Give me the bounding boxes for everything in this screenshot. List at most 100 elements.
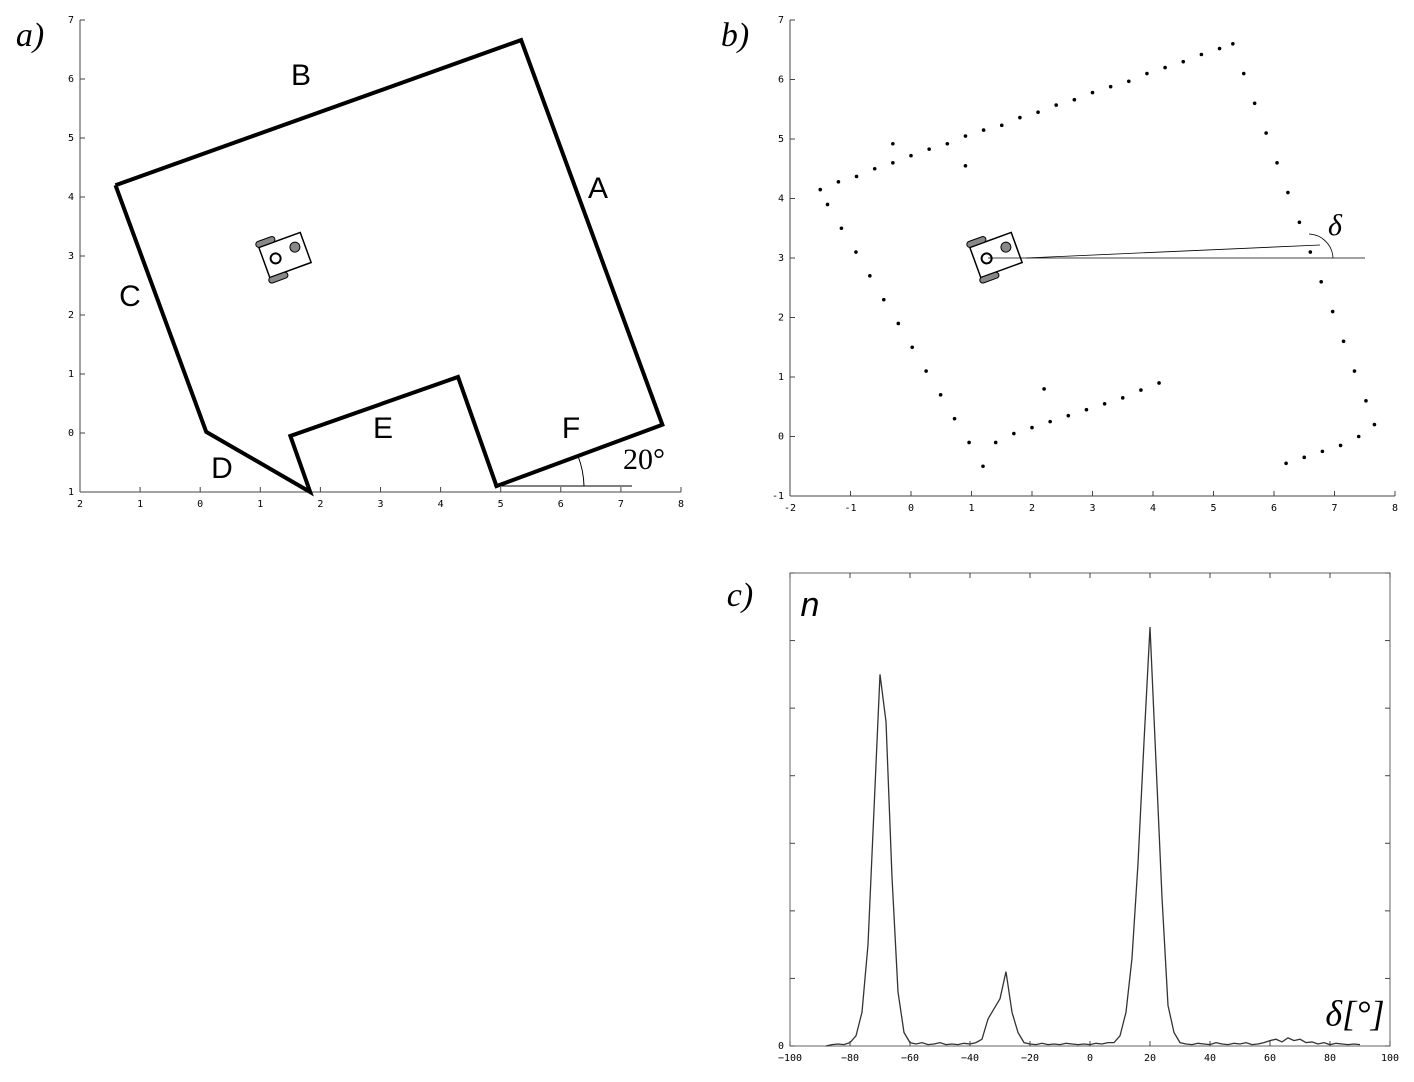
scatter-point — [1042, 387, 1046, 391]
scatter-point — [1036, 110, 1040, 115]
annotation: δ — [1328, 209, 1343, 242]
scatter-point — [1217, 46, 1222, 51]
y-tick-label: 0 — [778, 432, 784, 443]
scatter-point — [981, 128, 986, 132]
scatter-point — [952, 416, 957, 421]
scatter-point — [981, 464, 985, 469]
scatter-point — [1284, 461, 1288, 466]
scatter-point — [924, 369, 928, 373]
x-tick-label: 100 — [1381, 1053, 1399, 1064]
plot-frame — [789, 572, 1391, 1047]
annotation: F — [562, 412, 580, 445]
robot-wheel — [268, 271, 289, 284]
scatter-point — [1364, 399, 1368, 403]
x-tick-label: −80 — [841, 1053, 859, 1064]
scatter-point — [1241, 71, 1246, 76]
scatter-point — [927, 147, 931, 151]
scatter-point — [945, 141, 950, 146]
scatter-point — [868, 274, 872, 278]
x-tick-label: 0 — [1087, 1053, 1093, 1064]
y-tick-label: 4 — [778, 194, 784, 205]
scatter-point — [818, 187, 823, 192]
x-tick-label: 1 — [968, 503, 974, 514]
x-tick-label: 8 — [1392, 503, 1398, 514]
x-tick-label: 80 — [1324, 1053, 1336, 1064]
scatter-point — [1108, 84, 1113, 89]
scatter-point — [1264, 131, 1268, 135]
scatter-point — [1297, 220, 1302, 225]
x-tick-label: 0 — [197, 499, 203, 510]
x-tick-label: 1 — [257, 499, 263, 510]
y-tick-label: 7 — [68, 15, 74, 26]
y-axis-label: n — [801, 586, 820, 624]
y-tick-label: 2 — [778, 313, 784, 324]
panel-label: a) — [16, 17, 44, 54]
scatter-point — [1302, 455, 1307, 460]
scatter-point — [999, 123, 1004, 128]
x-tick-label: 60 — [1264, 1053, 1276, 1064]
scatter-point — [1084, 407, 1089, 412]
y-tick-label: 1 — [68, 487, 74, 498]
y-tick-label: 5 — [68, 133, 74, 144]
y-tick-label: 2 — [68, 310, 74, 321]
scatter-point — [1018, 115, 1022, 120]
panel-label: b) — [721, 17, 749, 54]
x-tick-label: 3 — [1089, 503, 1095, 514]
robot-wheel — [255, 236, 276, 248]
robot-icon — [255, 231, 313, 284]
scatter-point — [854, 174, 859, 179]
scatter-point — [1275, 161, 1279, 165]
scatter-point — [1231, 42, 1235, 46]
angle-arc — [1308, 233, 1334, 259]
x-tick-label: 1 — [137, 499, 143, 510]
angle-arc — [577, 455, 585, 487]
x-tick-label: 2 — [77, 499, 83, 510]
x-tick-label: −20 — [1021, 1053, 1039, 1064]
annotation: A — [588, 172, 608, 205]
scatter-point — [872, 166, 877, 171]
x-tick-label: -1 — [844, 503, 856, 514]
data-line — [825, 627, 1361, 1047]
y-tick-label: 0 — [68, 428, 74, 439]
annotation: B — [291, 59, 311, 92]
scatter-point — [1163, 65, 1167, 70]
robot-center — [980, 252, 993, 265]
robot-icon — [966, 231, 1024, 284]
x-tick-label: 3 — [377, 499, 383, 510]
scatter-point — [825, 202, 830, 207]
scatter-point — [1338, 443, 1343, 448]
x-axis-label: δ[°] — [1325, 993, 1384, 1033]
scatter-point — [963, 163, 968, 168]
robot-sensor — [1000, 241, 1012, 253]
y-tick-label: 6 — [778, 75, 784, 86]
scatter-point — [836, 180, 841, 184]
scatter-point — [1048, 419, 1052, 424]
scatter-point — [1145, 71, 1149, 76]
scatter-point — [1054, 103, 1058, 107]
x-tick-label: 20 — [1144, 1053, 1156, 1064]
scatter-point — [993, 440, 998, 445]
y-tick-label: 4 — [68, 192, 74, 203]
scatter-point — [1252, 101, 1257, 106]
x-tick-label: 2 — [317, 499, 323, 510]
scatter-point — [896, 321, 901, 326]
scatter-point — [1330, 309, 1335, 314]
scatter-point — [1102, 401, 1107, 406]
scatter-point — [1308, 250, 1313, 254]
y-tick-label: 1 — [778, 372, 784, 383]
y-tick-label: 3 — [778, 253, 784, 264]
scatter-point — [1157, 381, 1161, 385]
x-tick-label: 4 — [438, 499, 444, 510]
scatter-point — [881, 297, 886, 302]
x-tick-label: 8 — [678, 499, 684, 510]
x-tick-label: 40 — [1204, 1053, 1216, 1064]
scatter-point — [1090, 90, 1095, 95]
scatter-point — [1181, 59, 1186, 64]
ray-line — [1025, 244, 1321, 259]
x-tick-label: 6 — [1271, 503, 1277, 514]
scatter-point — [967, 440, 971, 445]
y-tick-label: 3 — [68, 251, 74, 262]
scatter-point — [1139, 388, 1143, 392]
x-tick-label: 7 — [1331, 503, 1337, 514]
